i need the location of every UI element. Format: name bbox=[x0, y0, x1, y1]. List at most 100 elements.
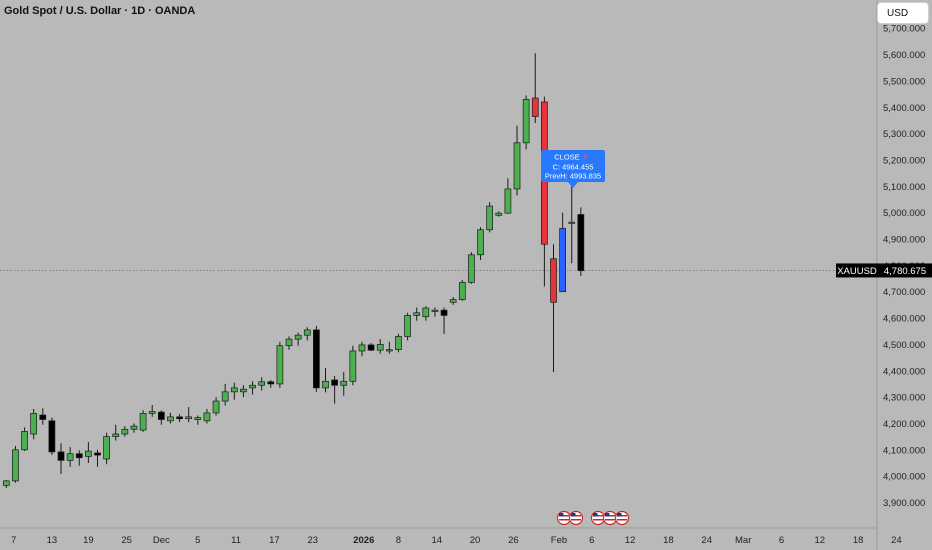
candle[interactable] bbox=[21, 427, 28, 452]
candle[interactable] bbox=[431, 307, 439, 317]
candle[interactable] bbox=[468, 252, 475, 284]
candle[interactable] bbox=[541, 96, 548, 287]
candle[interactable] bbox=[157, 410, 165, 425]
candle[interactable] bbox=[313, 325, 320, 392]
candle-body bbox=[167, 416, 174, 422]
candle-body bbox=[21, 431, 28, 451]
candle-body bbox=[267, 381, 275, 385]
candle[interactable] bbox=[504, 178, 512, 214]
candle-body bbox=[550, 258, 557, 303]
y-tick-label: 5,100.000 bbox=[883, 182, 925, 193]
y-tick-label: 3,900.000 bbox=[883, 498, 925, 509]
candle-body bbox=[322, 380, 329, 389]
candle[interactable] bbox=[221, 383, 229, 406]
candle[interactable] bbox=[413, 307, 421, 321]
candle[interactable] bbox=[322, 368, 329, 393]
candle[interactable] bbox=[212, 397, 220, 416]
candle[interactable] bbox=[395, 333, 402, 353]
us-flag-event-icon[interactable] bbox=[614, 510, 630, 526]
callout-close-icon[interactable]: × bbox=[583, 153, 588, 162]
candle[interactable] bbox=[486, 202, 494, 233]
candle-body bbox=[230, 387, 238, 393]
candle[interactable] bbox=[303, 327, 311, 341]
candle[interactable] bbox=[185, 407, 193, 423]
candle[interactable] bbox=[285, 336, 293, 350]
candle[interactable] bbox=[276, 341, 284, 388]
candle[interactable] bbox=[240, 385, 247, 398]
candle-body bbox=[39, 414, 47, 420]
y-tick-label: 4,000.000 bbox=[883, 472, 925, 483]
candle[interactable] bbox=[148, 405, 156, 417]
y-tick-label: 4,900.000 bbox=[883, 235, 925, 246]
candle[interactable] bbox=[477, 227, 484, 261]
candle[interactable] bbox=[48, 417, 56, 456]
y-tick-label: 5,300.000 bbox=[883, 129, 925, 140]
candle-body bbox=[48, 420, 56, 453]
candle[interactable] bbox=[176, 414, 183, 423]
candle[interactable] bbox=[249, 381, 256, 395]
candle[interactable] bbox=[513, 125, 521, 196]
candle[interactable] bbox=[112, 424, 120, 441]
candle[interactable] bbox=[367, 343, 375, 351]
candle-body bbox=[404, 315, 411, 337]
candle[interactable] bbox=[75, 450, 83, 466]
candle[interactable] bbox=[66, 447, 74, 467]
candle[interactable] bbox=[103, 432, 110, 465]
candle[interactable] bbox=[340, 372, 348, 396]
candle[interactable] bbox=[85, 441, 92, 463]
candle[interactable] bbox=[57, 443, 65, 475]
candle[interactable] bbox=[449, 296, 457, 305]
candle[interactable] bbox=[167, 412, 174, 424]
candle[interactable] bbox=[139, 410, 147, 432]
candle[interactable] bbox=[376, 339, 384, 354]
candle[interactable] bbox=[422, 306, 430, 321]
candle[interactable] bbox=[550, 244, 557, 373]
us-flag-event-icon[interactable] bbox=[568, 510, 584, 526]
us-flag-event-icon[interactable] bbox=[590, 510, 606, 526]
x-tick-label: 20 bbox=[470, 535, 481, 546]
candle[interactable] bbox=[203, 408, 211, 424]
y-tick-label: 5,700.000 bbox=[883, 24, 925, 35]
candle[interactable] bbox=[2, 480, 10, 489]
x-tick-label: 8 bbox=[396, 535, 401, 546]
candle[interactable] bbox=[294, 332, 302, 346]
candle[interactable] bbox=[94, 449, 101, 467]
candle-body bbox=[66, 453, 74, 461]
candle[interactable] bbox=[531, 53, 539, 124]
candle-body bbox=[449, 299, 457, 303]
candle[interactable] bbox=[12, 445, 19, 483]
x-tick-label: 5 bbox=[195, 535, 200, 546]
candle-body bbox=[121, 428, 129, 435]
candle[interactable] bbox=[577, 207, 585, 276]
candle[interactable] bbox=[30, 408, 38, 440]
candle[interactable] bbox=[522, 95, 530, 150]
candle[interactable] bbox=[440, 307, 448, 334]
candle[interactable] bbox=[404, 312, 411, 341]
candle[interactable] bbox=[349, 345, 357, 386]
candle[interactable] bbox=[331, 376, 338, 404]
x-tick-label: 18 bbox=[663, 535, 674, 546]
x-tick-label: 26 bbox=[508, 535, 519, 546]
y-tick-label: 5,000.000 bbox=[883, 208, 925, 219]
us-flag-event-icon[interactable] bbox=[602, 510, 618, 526]
candle[interactable] bbox=[130, 423, 138, 433]
candle-body bbox=[376, 344, 384, 351]
candle-body bbox=[30, 413, 38, 435]
us-flag-event-icon[interactable] bbox=[556, 510, 572, 526]
candle[interactable] bbox=[559, 212, 566, 293]
candle[interactable] bbox=[39, 408, 47, 425]
candle[interactable] bbox=[568, 186, 576, 264]
candle[interactable] bbox=[230, 382, 238, 400]
candle[interactable] bbox=[358, 341, 366, 357]
candle[interactable] bbox=[267, 379, 275, 388]
candle[interactable] bbox=[121, 426, 129, 437]
candle[interactable] bbox=[458, 279, 466, 301]
candle[interactable] bbox=[194, 415, 202, 425]
currency-button[interactable]: USD bbox=[878, 3, 928, 23]
candle[interactable] bbox=[258, 377, 266, 391]
candle[interactable] bbox=[495, 211, 503, 217]
candle[interactable] bbox=[385, 341, 393, 354]
x-tick-label: 7 bbox=[11, 535, 16, 546]
